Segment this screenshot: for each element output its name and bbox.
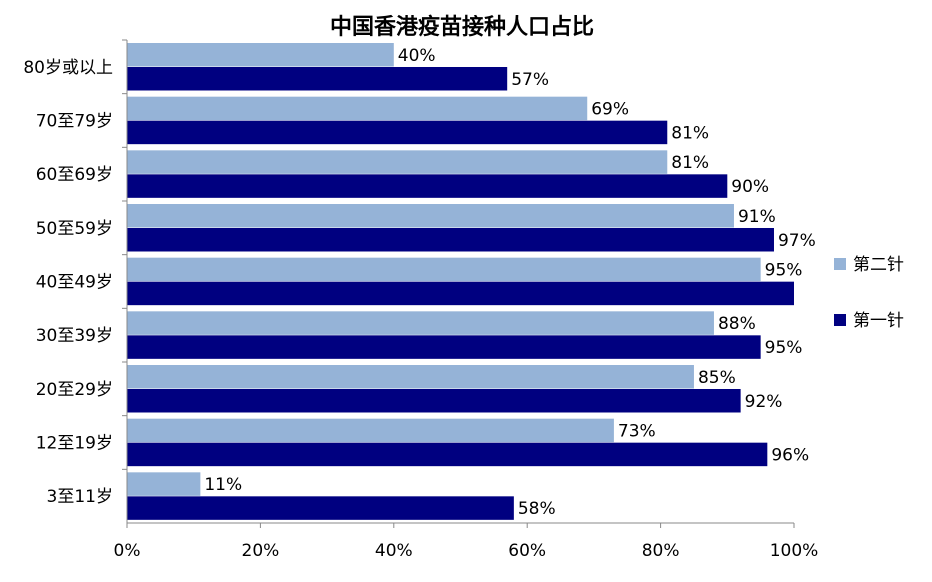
bar-first-dose-2 xyxy=(127,174,728,198)
category-label-8: 3至11岁 xyxy=(47,487,113,507)
data-label-second-dose-5: 88% xyxy=(718,314,756,334)
data-label-second-dose-2: 81% xyxy=(671,153,709,173)
legend-swatch-first-dose xyxy=(834,314,846,326)
data-label-first-dose-6: 92% xyxy=(745,392,783,412)
category-label-6: 20至29岁 xyxy=(36,380,113,400)
labels-group: 40%57%80岁或以上69%81%70至79岁81%90%60至69岁91%9… xyxy=(23,46,815,519)
data-label-second-dose-4: 95% xyxy=(765,260,803,280)
bar-second-dose-7 xyxy=(127,418,614,443)
x-tick-label-4: 80% xyxy=(642,541,680,561)
data-label-second-dose-6: 85% xyxy=(698,368,736,388)
bar-second-dose-8 xyxy=(127,472,201,496)
category-label-3: 50至59岁 xyxy=(36,219,113,239)
data-label-first-dose-2: 90% xyxy=(731,177,769,197)
legend-swatch-second-dose xyxy=(834,258,846,270)
chart-title: 中国香港疫苗接种人口占比 xyxy=(330,14,594,40)
category-label-1: 70至79岁 xyxy=(36,112,113,132)
category-label-4: 40至49岁 xyxy=(36,273,113,293)
axes-group: 0% 20% 40% 60% 80% 100% xyxy=(114,39,819,561)
bar-second-dose-3 xyxy=(127,204,734,228)
data-label-first-dose-0: 57% xyxy=(511,70,549,90)
bars-group xyxy=(127,43,794,520)
data-label-second-dose-3: 91% xyxy=(738,207,776,227)
bar-second-dose-4 xyxy=(127,257,761,282)
data-label-second-dose-1: 69% xyxy=(591,99,629,119)
category-label-7: 12至19岁 xyxy=(36,434,113,454)
bar-first-dose-3 xyxy=(127,228,774,252)
bar-second-dose-0 xyxy=(127,43,394,67)
data-label-first-dose-3: 97% xyxy=(778,231,816,251)
x-tick-label-0: 0% xyxy=(114,541,141,561)
category-label-5: 30至39岁 xyxy=(36,326,113,346)
bar-second-dose-6 xyxy=(127,365,694,389)
bar-second-dose-5 xyxy=(127,311,714,335)
data-label-first-dose-1: 81% xyxy=(671,123,709,143)
data-label-first-dose-7: 96% xyxy=(771,445,809,465)
legend-label-first-dose: 第一针 xyxy=(853,311,904,331)
x-tick-label-1: 20% xyxy=(242,541,280,561)
category-label-0: 80岁或以上 xyxy=(23,58,113,78)
x-tick-label-5: 100% xyxy=(770,541,819,561)
bar-first-dose-4 xyxy=(127,281,794,306)
bar-first-dose-8 xyxy=(127,496,514,520)
bar-second-dose-2 xyxy=(127,150,668,174)
bar-first-dose-7 xyxy=(127,442,768,467)
bar-first-dose-1 xyxy=(127,120,668,145)
x-tick-label-3: 60% xyxy=(508,541,546,561)
bar-second-dose-1 xyxy=(127,96,588,121)
data-label-second-dose-8: 11% xyxy=(204,475,242,495)
data-label-second-dose-0: 40% xyxy=(398,46,436,66)
data-label-second-dose-7: 73% xyxy=(618,421,656,441)
category-label-2: 60至69岁 xyxy=(36,165,113,185)
data-label-first-dose-8: 58% xyxy=(518,499,556,519)
legend-label-second-dose: 第二针 xyxy=(853,255,904,275)
data-label-first-dose-5: 95% xyxy=(765,338,803,358)
bar-first-dose-0 xyxy=(127,67,508,91)
bar-first-dose-5 xyxy=(127,335,761,359)
x-tick-label-2: 40% xyxy=(375,541,413,561)
bar-first-dose-6 xyxy=(127,389,741,413)
